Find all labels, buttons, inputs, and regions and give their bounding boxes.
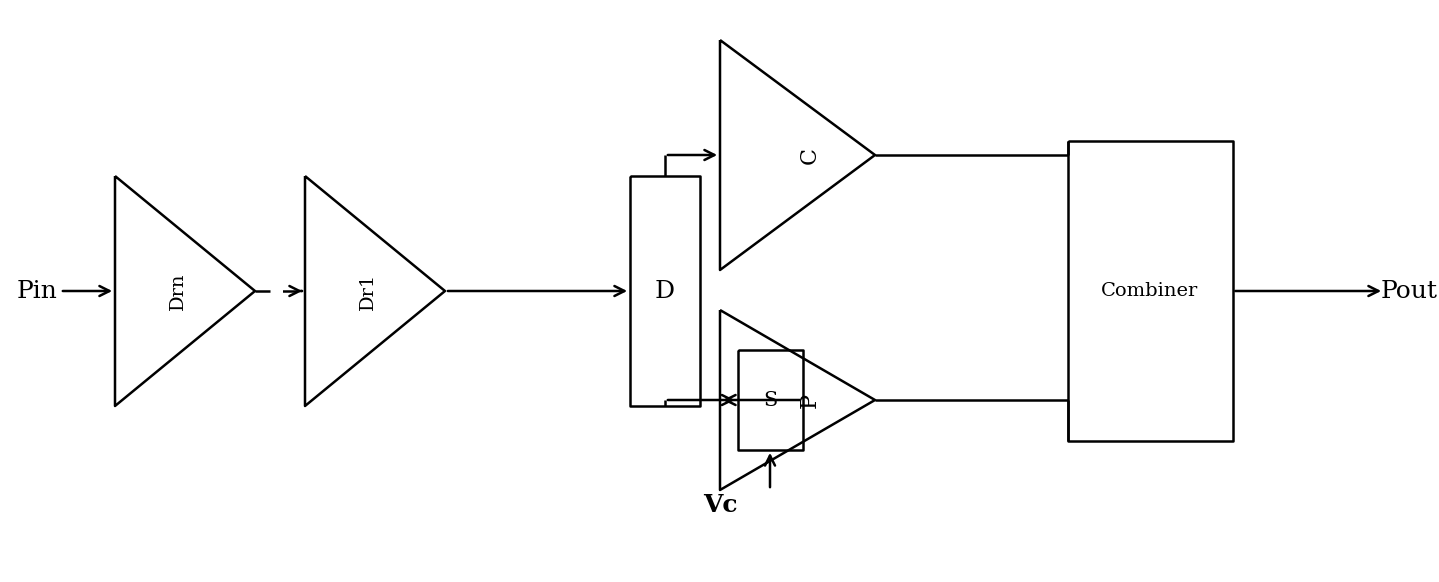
Text: Dr1: Dr1: [358, 272, 377, 310]
Text: C: C: [799, 147, 822, 164]
Text: P: P: [799, 392, 822, 407]
Text: Pin: Pin: [17, 279, 58, 303]
Text: Pout: Pout: [1381, 279, 1438, 303]
Text: Vc: Vc: [702, 493, 737, 517]
Text: Drn: Drn: [168, 272, 187, 310]
Text: S: S: [763, 391, 777, 410]
Text: Combiner: Combiner: [1101, 282, 1199, 300]
Text: D: D: [655, 279, 675, 303]
